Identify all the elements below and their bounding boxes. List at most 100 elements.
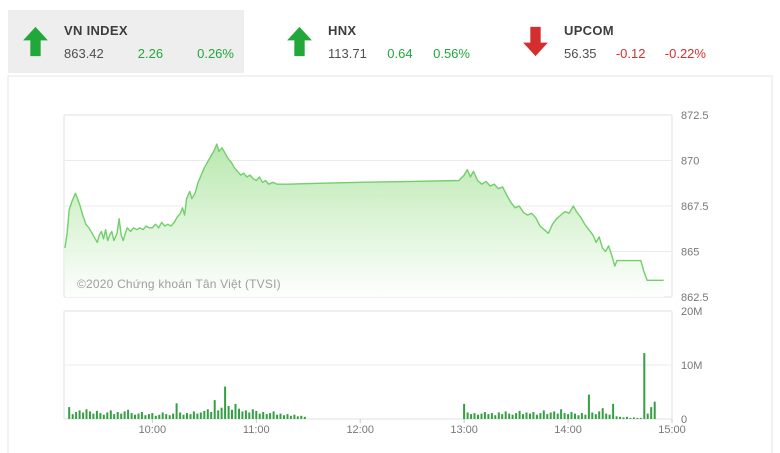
volume-bar [92, 413, 95, 419]
index-summary-bar: VN INDEX 863.42 2.26 0.26% HNX 113.71 0.… [8, 10, 772, 73]
index-name: VN INDEX [64, 22, 128, 38]
volume-y-tick-label: 0 [681, 414, 687, 426]
volume-bar [622, 417, 625, 419]
volume-bar [563, 413, 566, 419]
volume-bar [203, 410, 206, 419]
volume-bar [116, 412, 119, 419]
index-change-percent: 0.26% [197, 45, 234, 61]
index-value: 863.42 [64, 45, 104, 61]
volume-bars [68, 353, 656, 419]
tab-vn-index[interactable]: VN INDEX 863.42 2.26 0.26% [8, 10, 244, 73]
index-change: 0.64 [387, 45, 413, 61]
volume-bar [109, 410, 112, 419]
index-change: -0.12 [615, 45, 646, 61]
volume-y-tick-label: 20M [681, 306, 702, 318]
volume-bar [293, 414, 296, 419]
volume-bar [186, 413, 188, 419]
volume-bar [85, 409, 88, 419]
tab-upcom[interactable]: UPCOM 56.35 -0.12 -0.22% [480, 10, 716, 73]
content-card-border [7, 75, 773, 453]
volume-bar [508, 413, 511, 419]
volume-bar [68, 407, 71, 419]
index-name: UPCOM [564, 22, 614, 38]
volume-bar [504, 411, 507, 419]
volume-bar [161, 412, 164, 419]
up-arrow-icon [20, 24, 50, 60]
volume-bar [172, 413, 175, 419]
volume-bar [82, 412, 85, 419]
volume-bar [75, 412, 78, 419]
index-name: HNX [328, 22, 357, 38]
volume-bar [248, 412, 251, 419]
up-arrow-icon [284, 24, 314, 60]
volume-bar [182, 414, 185, 419]
volume-bar [515, 413, 518, 419]
volume-bar [639, 417, 642, 419]
price-line [64, 143, 664, 281]
index-change-percent: -0.22% [664, 45, 706, 61]
volume-bar [154, 415, 157, 419]
volume-bar [78, 410, 81, 419]
volume-bar [570, 412, 573, 419]
volume-bar [251, 409, 254, 419]
index-change: 2.26 [137, 45, 164, 61]
volume-bar [192, 411, 195, 419]
volume-bar [199, 412, 202, 419]
volume-bar [168, 415, 171, 419]
index-change-percent: 0.56% [433, 45, 470, 61]
volume-bar [643, 353, 646, 419]
volume-bar [231, 409, 233, 419]
volume-bar [605, 413, 608, 419]
volume-bar [165, 414, 168, 419]
x-tick-label: 12:00 [346, 424, 374, 436]
volume-bar [189, 414, 192, 419]
volume-bar [532, 412, 535, 419]
volume-bar [289, 415, 292, 419]
volume-bar [234, 403, 237, 419]
volume-bar [213, 400, 216, 419]
volume-bar [89, 411, 91, 419]
tab-hnx[interactable]: HNX 113.71 0.64 0.56% [244, 10, 480, 73]
volume-bar [612, 403, 615, 419]
volume-bar [556, 413, 559, 419]
volume-bar [546, 414, 549, 419]
volume-bar [650, 407, 653, 419]
volume-bar [525, 412, 528, 419]
volume-bar [567, 414, 570, 419]
volume-bar [601, 408, 604, 419]
volume-bar [300, 415, 303, 419]
x-tick-label: 10:00 [139, 424, 167, 436]
volume-bar [539, 413, 542, 419]
volume-bar [196, 413, 199, 419]
volume-bar [123, 411, 126, 419]
x-tick-label: 13:00 [450, 424, 478, 436]
volume-bar [522, 414, 524, 419]
volume-bar [632, 417, 635, 419]
volume-bar [560, 409, 563, 419]
volume-bar [549, 412, 552, 419]
volume-y-tick-label: 10M [681, 360, 702, 372]
volume-bar [542, 410, 545, 419]
volume-bar [262, 412, 265, 419]
volume-bar [210, 412, 213, 419]
volume-bar [619, 416, 621, 419]
volume-bar [241, 411, 244, 419]
volume-bar [179, 412, 182, 419]
volume-bar [626, 416, 628, 419]
price-y-tick-label: 862.5 [681, 292, 709, 304]
volume-bar [490, 413, 493, 419]
volume-bar [653, 401, 656, 419]
volume-bar [158, 414, 161, 419]
volume-bar [276, 414, 279, 419]
volume-bar [463, 403, 466, 419]
volume-bar [518, 410, 521, 419]
volume-bar [480, 413, 483, 419]
index-value: 113.71 [328, 45, 367, 61]
volume-bar [279, 413, 282, 419]
volume-bar [580, 413, 583, 419]
volume-bar [553, 411, 556, 419]
volume-bar [574, 413, 576, 419]
price-y-tick-label: 872.5 [681, 110, 709, 122]
